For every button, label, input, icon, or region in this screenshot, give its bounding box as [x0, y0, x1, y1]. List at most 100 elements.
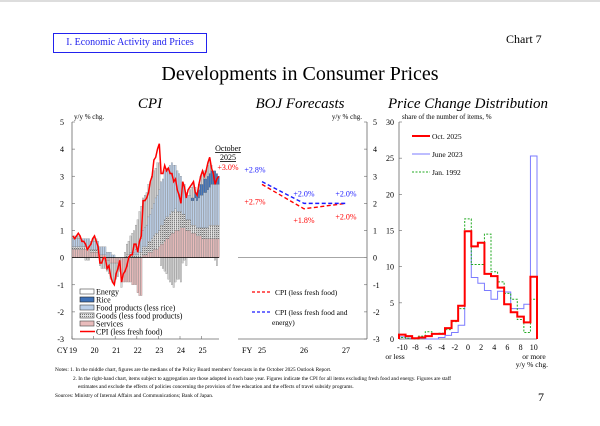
bar-food: [135, 249, 137, 256]
distribution-x-tick-label: 10: [530, 343, 538, 352]
bar-services: [214, 238, 216, 258]
legend-label-food: Food products (less rice): [96, 304, 176, 313]
bar-goods: [144, 246, 146, 256]
distribution-y-tick-label: 5: [390, 299, 394, 308]
bar-services: [81, 249, 83, 258]
forecast-y-tick-label: 5: [373, 118, 377, 127]
bar-food: [189, 195, 191, 220]
bar-goods: [133, 254, 135, 258]
distribution-x-tick-label: 0: [466, 343, 470, 352]
bar-goods: [171, 211, 173, 234]
bar-goods: [138, 252, 141, 258]
distribution-y-tick-label: 25: [386, 154, 394, 163]
bar-food: [154, 197, 157, 234]
forecast-x-tick-label: 26: [300, 346, 308, 355]
bar-energy: [138, 211, 141, 242]
bar-rice: [201, 184, 204, 196]
bar-goods: [91, 249, 94, 253]
annotation-year: 2025: [220, 153, 236, 162]
legend-swatch-rice: [79, 296, 95, 303]
bar-services: [95, 252, 98, 258]
forecast-y-tick-label: 4: [373, 145, 377, 154]
forecast-chart-title: BOJ Forecasts: [255, 96, 344, 112]
cpi-x-tick-label: 24: [177, 346, 185, 355]
bar-food: [149, 214, 152, 242]
distribution-y-tick-label: 20: [386, 190, 394, 199]
bar-services: [138, 257, 141, 296]
bar-goods: [208, 224, 211, 239]
bar-goods: [199, 227, 202, 237]
forecast-x-prefix: FY: [242, 346, 252, 355]
bar-goods: [135, 254, 137, 258]
legend-label-jan1992: Jan. 1992: [432, 168, 461, 177]
bar-services: [77, 249, 80, 258]
bar-goods: [185, 219, 188, 231]
bar-energy: [129, 235, 132, 253]
bar-food: [201, 195, 204, 228]
bar-food: [172, 165, 175, 212]
bar-goods: [205, 227, 207, 239]
bar-goods: [145, 246, 148, 256]
bar-services: [75, 249, 78, 258]
bar-services: [108, 257, 110, 261]
bar-energy: [181, 257, 184, 264]
bar-energy: [216, 257, 218, 266]
distribution-ylabel: share of the number of items, %: [402, 113, 492, 121]
bar-food: [183, 184, 186, 215]
bar-goods: [156, 233, 159, 250]
bar-food: [212, 184, 215, 226]
forecast-y-tick-label: -2: [373, 308, 380, 317]
bar-services: [210, 238, 213, 258]
forecast-y-tick-label: -3: [373, 335, 380, 344]
bar-services: [196, 235, 198, 258]
bar-goods: [82, 246, 85, 250]
bar-services: [189, 230, 191, 258]
bar-goods: [142, 246, 144, 256]
cpi-chart-title: CPI: [138, 96, 163, 112]
bar-goods: [210, 224, 213, 239]
bar-rice: [190, 197, 193, 201]
bar-services: [165, 238, 168, 258]
forecast-y-tick-label: 1: [373, 227, 377, 236]
distribution-x-tick-label: -2: [452, 343, 459, 352]
bar-services: [73, 249, 76, 258]
bar-energy: [201, 173, 204, 185]
bar-goods: [189, 219, 191, 231]
bar-services: [93, 252, 96, 258]
bar-food: [217, 184, 220, 226]
bar-goods: [194, 224, 197, 234]
bar-food: [160, 181, 162, 226]
bar-services: [91, 252, 94, 258]
bar-services: [172, 233, 175, 258]
bar-services: [136, 257, 139, 293]
bar-food: [109, 252, 112, 258]
bar-goods: [178, 211, 180, 231]
bar-food: [93, 241, 96, 250]
bar-services: [100, 254, 103, 258]
bar-food: [111, 254, 114, 258]
bar-food: [196, 200, 198, 228]
xtick-note-or-more: or more: [522, 352, 546, 361]
bar-food: [192, 200, 195, 226]
bar-energy: [214, 257, 216, 261]
bar-services: [151, 252, 153, 258]
bar-goods: [160, 224, 162, 245]
bar-services: [160, 243, 162, 258]
bar-goods: [181, 214, 184, 228]
page-title: Developments in Consumer Prices: [161, 63, 439, 85]
bar-energy: [126, 243, 128, 256]
bar-goods: [190, 224, 193, 234]
bar-energy: [153, 170, 155, 204]
notes: Notes: 1. In the middle chart, figures a…: [55, 366, 451, 400]
forecast-x-tick-label: 25: [258, 346, 266, 355]
distribution-x-tick-label: -10: [397, 343, 408, 352]
bar-goods: [217, 224, 220, 239]
xtick-note-or-less: or less: [385, 352, 404, 361]
cpi-y-tick-label: 2: [60, 199, 64, 208]
distribution-x-tick-label: -8: [412, 343, 419, 352]
bar-services: [106, 257, 108, 261]
bar-food: [142, 230, 144, 247]
bar-energy: [120, 281, 123, 288]
